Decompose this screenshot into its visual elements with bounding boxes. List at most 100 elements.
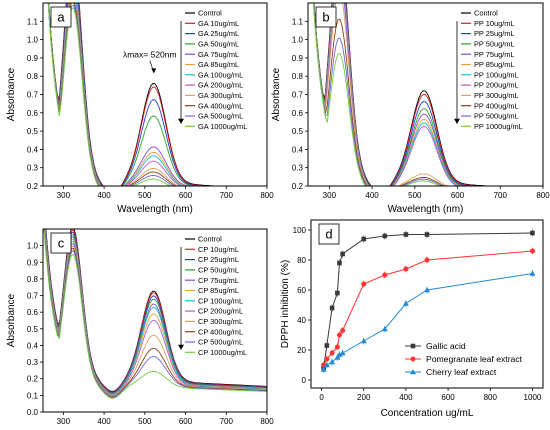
y-tick-label: 80	[297, 256, 306, 265]
legend-entry: PP 1000ug/mL	[474, 122, 523, 131]
data-point	[334, 354, 341, 360]
series-line	[313, 3, 450, 186]
y-tick-label: 0.9	[27, 258, 39, 267]
legend-entry: PP 25ug/mL	[474, 29, 515, 38]
x-tick-label: 400	[365, 191, 379, 200]
annotation-arrowhead	[151, 68, 157, 74]
legend: Gallic acid Pomegranate leaf extract Cherr…	[405, 341, 523, 377]
data-point	[360, 338, 367, 344]
x-tick-label: 400	[97, 417, 111, 426]
data-point	[410, 343, 416, 349]
data-point	[530, 230, 535, 236]
data-point	[335, 290, 340, 296]
legend-entry: CP 1000ug/mL	[198, 348, 247, 357]
y-axis-label: DPPH inhibition (%)	[280, 260, 291, 348]
legend-entry: PP 300ug/mL	[474, 91, 519, 100]
legend-entry: CP 85ug/mL	[198, 286, 239, 295]
legend-entry: PP 100ug/mL	[474, 70, 519, 79]
legend-entry: Gallic acid	[426, 341, 466, 351]
data-point	[324, 343, 330, 348]
panel-label: b	[322, 10, 329, 25]
legend-entry: Control	[198, 235, 222, 244]
decrease-arrow-head	[178, 118, 184, 124]
series-group	[43, 229, 267, 399]
x-tick-label: 300	[57, 417, 71, 426]
y-tick-label: 0.2	[27, 375, 39, 384]
data-point	[324, 356, 330, 362]
x-axis-label: Wavelength (nm)	[388, 204, 464, 215]
series-line	[313, 3, 442, 186]
legend-entry: GA 50ug/mL	[198, 40, 239, 49]
y-tick-label: 1.1	[292, 17, 304, 26]
panel-b: 300 400 500 600 700 800 0.2 0.3 0.4 0.5 0.6 0.7 0.8 0…	[271, 2, 550, 215]
data-point	[323, 362, 330, 368]
legend-entry: CP 200ug/mL	[198, 307, 243, 316]
data-point	[529, 248, 535, 254]
x-axis-label: Concentration ug/mL	[381, 408, 474, 419]
y-tick-label: 0.7	[292, 91, 304, 100]
y-tick-label: 0.9	[292, 54, 304, 63]
y-tick-label: 0.5	[27, 127, 39, 136]
plot-frame	[42, 228, 268, 413]
x-tick-label: 700	[220, 191, 234, 200]
data-point	[337, 260, 342, 266]
data-point	[424, 287, 430, 293]
legend-entry: Cherry leaf extract	[426, 367, 497, 377]
legend-entry: GA 85ug/mL	[198, 60, 239, 69]
legend-entry: Control	[198, 9, 222, 18]
series-line	[313, 3, 447, 186]
legend-entry: GA 300ug/mL	[198, 91, 243, 100]
series-3	[320, 270, 536, 373]
series-line	[313, 3, 458, 186]
x-tick-label: 500	[138, 417, 152, 426]
y-tick-label: 100	[293, 226, 307, 235]
y-tick-label: 0.6	[27, 308, 39, 317]
y-tick-label: 0.2	[292, 182, 304, 191]
data-point	[329, 359, 336, 365]
legend-entry: GA 100ug/mL	[198, 70, 243, 79]
x-tick-label: 800	[260, 191, 274, 200]
panel-label: c	[58, 236, 65, 251]
data-point	[403, 266, 409, 272]
series-line	[313, 3, 444, 186]
panel-label-box	[315, 6, 337, 28]
legend-entry: PP 50ug/mL	[474, 40, 515, 49]
x-tick-label: 800	[260, 417, 274, 426]
y-tick-label: 1.1	[27, 17, 39, 26]
data-point	[334, 344, 340, 350]
y-tick-label: 0.3	[292, 164, 304, 173]
series-line	[48, 3, 205, 186]
y-tick-label: 0.4	[27, 341, 39, 350]
legend-entry: CP 25ug/mL	[198, 255, 239, 264]
legend-entry: CP 500ug/mL	[198, 338, 243, 347]
y-tick-label: 0.6	[27, 109, 39, 118]
series-group	[313, 3, 497, 186]
y-axis-label: Absorbance	[6, 67, 17, 121]
data-point	[339, 350, 346, 356]
legend-entry: GA 75ug/mL	[198, 50, 239, 59]
panel-label-box	[50, 232, 72, 254]
y-tick-label: 20	[297, 346, 306, 355]
data-point	[403, 232, 409, 237]
y-tick-label: 1.0	[292, 36, 304, 45]
y-tick-label: 40	[297, 316, 306, 325]
y-axis-label: Absorbance	[6, 293, 17, 347]
decrease-arrow-head	[178, 344, 184, 350]
legend-entry: Control	[474, 9, 498, 18]
series-line	[43, 229, 267, 399]
series-group	[47, 3, 223, 186]
y-tick-label: 0.1	[27, 391, 39, 400]
x-tick-label: 500	[408, 191, 422, 200]
panel-c: 300 400 500 600 700 800 0.0 0.1 0.2 0.3 0.4 0.5 0.6 0…	[6, 228, 274, 426]
panel-label-box	[318, 223, 340, 245]
legend-entry: PP 75ug/mL	[474, 50, 515, 59]
data-point	[336, 351, 343, 357]
data-point	[410, 356, 416, 362]
y-tick-label: 0.6	[292, 109, 304, 118]
x-tick-label: 600	[179, 191, 193, 200]
x-tick-label: 600	[441, 393, 455, 402]
x-tick-label: 800	[484, 393, 498, 402]
y-tick-label: 0.4	[27, 145, 39, 154]
